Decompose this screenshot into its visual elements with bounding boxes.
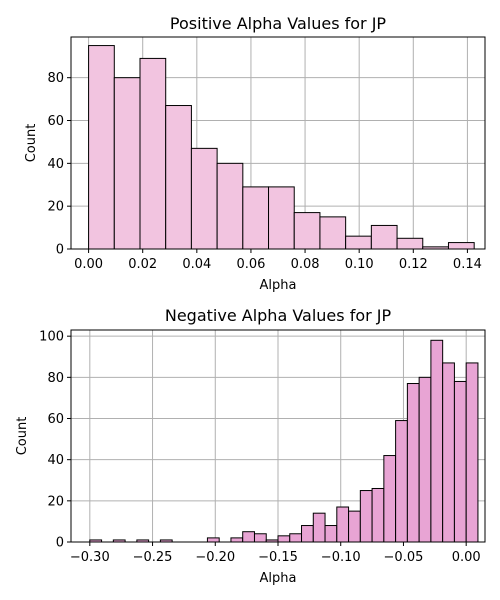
- x-tick-label: 0.14: [453, 257, 482, 272]
- histogram-bar: [396, 237, 424, 250]
- y-tick-label: 80: [47, 71, 64, 86]
- histogram-bar: [453, 380, 467, 543]
- histogram-bar: [293, 212, 321, 250]
- histogram-bar: [395, 420, 408, 543]
- x-tick-label: 0.06: [236, 257, 265, 272]
- y-tick-label: 60: [47, 412, 64, 427]
- y-axis-label: Count: [15, 417, 30, 456]
- x-tick-label: 0.04: [182, 257, 211, 272]
- negative-alpha-histogram: −0.30 −0.25 −0.20 −0.15 −0.10 −0.05 0.00 0 20 40…: [15, 306, 486, 586]
- histogram-bar: [268, 186, 295, 250]
- x-tick-label: 0.00: [452, 550, 481, 565]
- x-tick-label: −0.25: [133, 550, 173, 565]
- x-tick-label: −0.15: [258, 550, 298, 565]
- x-axis-ticks: −0.30 −0.25 −0.20 −0.15 −0.10 −0.05 0.00: [70, 542, 481, 565]
- histogram-bar: [324, 525, 338, 543]
- histogram-bar: [312, 512, 326, 543]
- x-tick-label: 0.08: [291, 257, 320, 272]
- histogram-bar: [430, 339, 444, 543]
- y-axis-ticks: 0 20 40 60 80: [47, 71, 71, 258]
- x-tick-label: −0.05: [384, 550, 424, 565]
- y-axis-ticks: 0 20 40 60 80 100: [39, 330, 71, 551]
- histogram-bar: [253, 533, 267, 543]
- histogram-bar: [348, 510, 361, 543]
- x-tick-label: −0.20: [195, 550, 235, 565]
- y-tick-label: 20: [47, 200, 64, 215]
- y-tick-label: 60: [47, 114, 64, 129]
- x-tick-label: 0.00: [74, 257, 103, 272]
- y-tick-label: 100: [39, 330, 64, 345]
- histogram-bar: [336, 506, 350, 543]
- histogram-bars: [89, 339, 479, 543]
- histogram-bar: [447, 242, 475, 250]
- positive-alpha-histogram: 0.00 0.02 0.04 0.06 0.08 0.10 0.12 0.14 0 20 40 60…: [24, 14, 486, 293]
- x-axis-ticks: 0.00 0.02 0.04 0.06 0.08 0.10 0.12 0.14: [74, 249, 482, 272]
- chart-title: Negative Alpha Values for JP: [165, 306, 392, 325]
- histogram-bar: [165, 105, 192, 250]
- x-axis-label: Alpha: [260, 571, 297, 586]
- x-tick-label: 0.02: [128, 257, 157, 272]
- histogram-bar: [301, 525, 314, 543]
- y-tick-label: 40: [47, 453, 64, 468]
- histogram-bar: [418, 376, 432, 543]
- histogram-bar: [190, 147, 218, 250]
- histogram-bar: [289, 533, 303, 543]
- histogram-bar: [216, 162, 244, 250]
- histogram-bars: [88, 45, 475, 250]
- x-tick-label: −0.10: [321, 550, 361, 565]
- plot-frame: [70, 36, 486, 250]
- histogram-bar: [370, 224, 398, 250]
- y-tick-label: 40: [47, 157, 64, 172]
- histogram-bar: [206, 537, 220, 543]
- histogram-bar: [359, 490, 373, 543]
- histogram-bar: [88, 45, 115, 250]
- x-axis-label: Alpha: [260, 278, 297, 293]
- x-tick-label: −0.30: [70, 550, 110, 565]
- histogram-bar: [277, 535, 291, 543]
- y-tick-label: 80: [47, 371, 64, 386]
- histogram-bar: [319, 216, 347, 250]
- x-tick-label: 0.12: [399, 257, 428, 272]
- x-tick-label: 0.10: [345, 257, 374, 272]
- histogram-bar: [406, 383, 420, 543]
- y-tick-label: 0: [56, 243, 64, 258]
- histogram-bar: [242, 186, 270, 250]
- histogram-bar: [139, 57, 167, 250]
- histogram-bar: [345, 235, 372, 250]
- y-axis-label: Count: [24, 124, 39, 163]
- histogram-bar: [371, 487, 385, 543]
- y-tick-label: 0: [56, 536, 64, 551]
- y-tick-label: 20: [47, 494, 64, 509]
- histogram-bar: [465, 362, 479, 543]
- histogram-bar: [230, 537, 244, 543]
- chart-title: Positive Alpha Values for JP: [170, 14, 387, 33]
- histogram-bar: [113, 77, 141, 250]
- histogram-bar: [242, 531, 255, 543]
- histogram-bar: [442, 362, 455, 543]
- histogram-bar: [383, 455, 397, 543]
